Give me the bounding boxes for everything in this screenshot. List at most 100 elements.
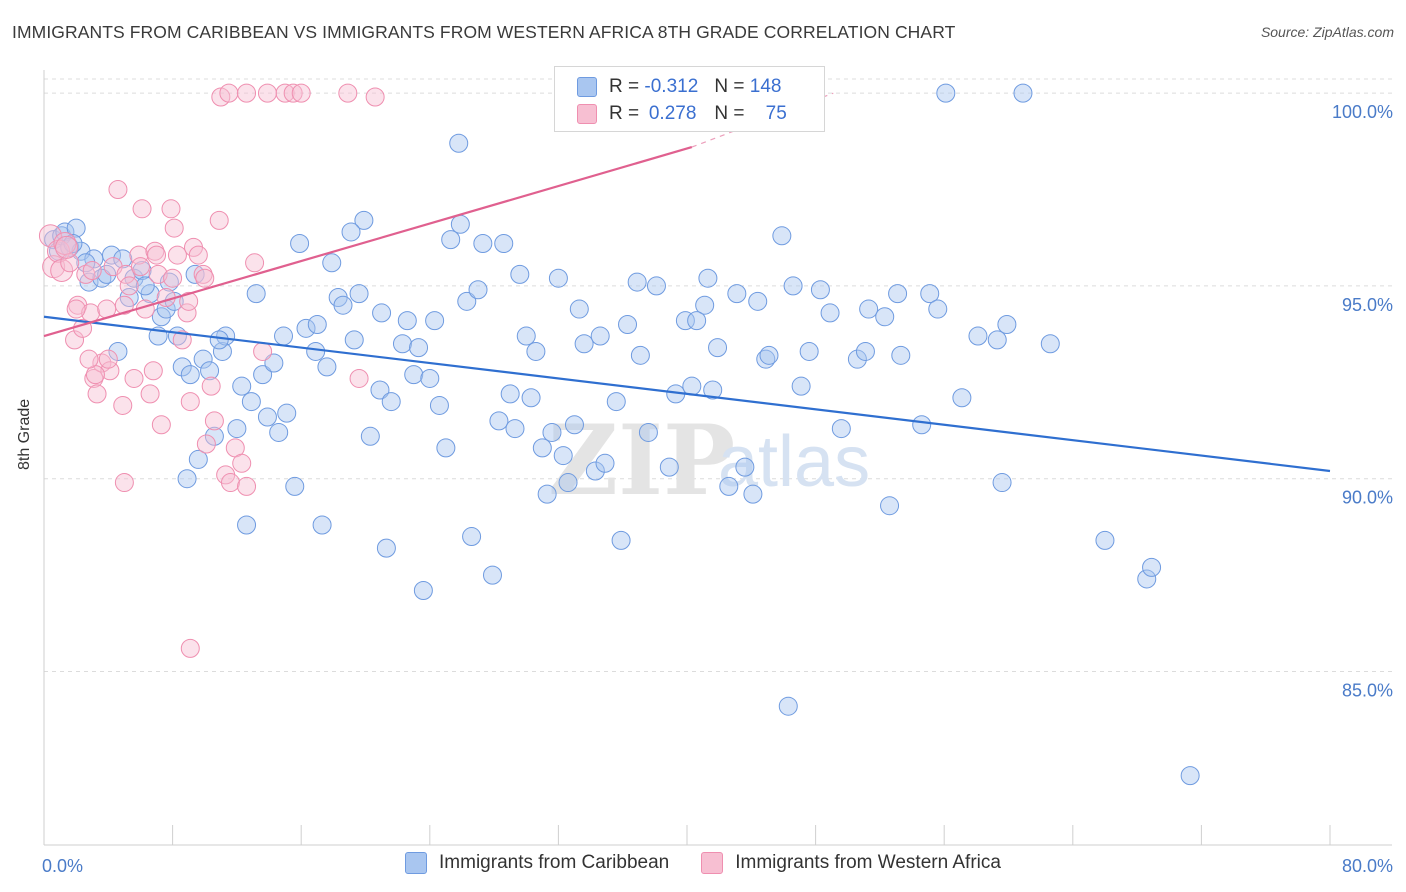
data-point xyxy=(735,457,755,477)
data-point xyxy=(516,326,536,346)
data-point xyxy=(831,419,851,439)
data-point xyxy=(489,411,509,431)
data-point xyxy=(148,264,168,284)
data-point xyxy=(119,276,139,296)
data-point xyxy=(441,230,461,250)
data-point xyxy=(494,234,514,254)
data-point xyxy=(564,415,584,435)
data-point xyxy=(360,426,380,446)
data-point xyxy=(285,476,305,496)
trend-line-caribbean xyxy=(43,315,1331,473)
series-swatch-caribbean xyxy=(405,852,428,874)
data-point xyxy=(376,538,396,558)
data-point xyxy=(542,422,562,442)
legend-r-value-western-africa: 0.278 xyxy=(648,103,697,124)
data-point xyxy=(195,268,215,288)
data-point xyxy=(66,299,86,319)
data-point xyxy=(253,365,273,385)
data-point xyxy=(65,330,85,350)
data-point xyxy=(212,341,232,361)
data-point xyxy=(558,473,578,493)
data-point xyxy=(727,284,747,304)
data-point xyxy=(595,453,615,473)
chart-title: IMMIGRANTS FROM CARIBBEAN VS IMMIGRANTS … xyxy=(12,22,956,42)
data-point xyxy=(526,341,546,361)
data-point xyxy=(135,276,155,296)
data-point xyxy=(113,395,133,415)
data-point xyxy=(172,330,192,350)
data-point xyxy=(820,303,840,323)
data-point xyxy=(468,280,488,300)
data-point xyxy=(372,303,392,323)
series-legend-caribbean[interactable]: Immigrants from Caribbean xyxy=(405,852,669,874)
data-point xyxy=(473,234,493,254)
data-point xyxy=(748,291,768,311)
data-point xyxy=(185,264,205,284)
data-point xyxy=(269,422,289,442)
data-point xyxy=(306,341,326,361)
x-tick-label-max: 80.0% xyxy=(1342,856,1393,876)
data-point xyxy=(114,295,134,315)
data-point xyxy=(1095,530,1115,550)
series-label-western-africa: Immigrants from Western Africa xyxy=(735,852,1001,873)
data-point xyxy=(719,476,739,496)
data-point xyxy=(147,245,167,265)
data-point xyxy=(687,311,707,331)
data-point xyxy=(291,83,311,103)
data-point xyxy=(246,284,266,304)
data-point xyxy=(450,214,470,234)
data-point xyxy=(646,276,666,296)
legend-n-label: N = xyxy=(714,76,745,97)
data-point xyxy=(1013,83,1033,103)
data-point xyxy=(66,218,86,238)
data-point xyxy=(532,438,552,458)
data-point xyxy=(992,473,1012,493)
axes xyxy=(43,70,1392,846)
data-point xyxy=(87,384,107,404)
source-label: Source: ZipAtlas.com xyxy=(1260,24,1394,40)
legend-r-value-caribbean: -0.312 xyxy=(644,76,699,97)
data-point xyxy=(180,392,200,412)
data-point xyxy=(537,484,557,504)
data-point xyxy=(232,453,252,473)
legend-r-label: R = xyxy=(609,103,640,124)
legend-swatch-caribbean xyxy=(577,77,597,97)
legend-n-label: N = xyxy=(714,103,745,124)
series-legend-western-africa[interactable]: Immigrants from Western Africa xyxy=(701,852,1001,874)
data-point xyxy=(179,291,199,311)
data-point xyxy=(237,476,257,496)
series-swatch-western-africa xyxy=(701,852,724,874)
data-point xyxy=(257,83,277,103)
data-point xyxy=(855,341,875,361)
data-point xyxy=(436,438,456,458)
data-point xyxy=(521,388,541,408)
data-point xyxy=(638,422,658,442)
data-point xyxy=(1040,334,1060,354)
data-point xyxy=(290,234,310,254)
data-point xyxy=(675,311,695,331)
data-point xyxy=(585,461,605,481)
data-point xyxy=(98,349,118,369)
data-point xyxy=(349,284,369,304)
data-point xyxy=(163,268,183,288)
data-point xyxy=(220,473,240,493)
data-point xyxy=(108,180,128,200)
data-point xyxy=(82,260,102,280)
data-point xyxy=(569,299,589,319)
data-point xyxy=(277,403,297,423)
data-point xyxy=(283,83,303,103)
data-point xyxy=(219,83,239,103)
data-point xyxy=(799,341,819,361)
data-point xyxy=(381,392,401,412)
data-point xyxy=(317,357,337,377)
data-point xyxy=(952,388,972,408)
data-point xyxy=(810,280,830,300)
legend-swatch-western-africa xyxy=(577,104,597,124)
data-point xyxy=(188,245,208,265)
y-tick-label: 85.0% xyxy=(1342,680,1393,700)
data-point xyxy=(429,395,449,415)
data-point xyxy=(708,338,728,358)
data-point xyxy=(140,384,160,404)
data-point xyxy=(143,361,163,381)
